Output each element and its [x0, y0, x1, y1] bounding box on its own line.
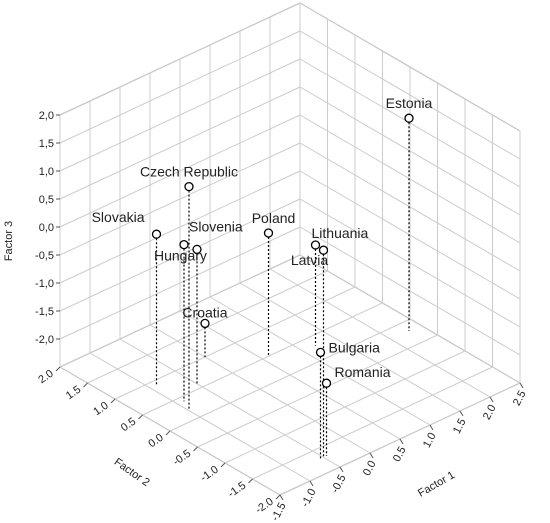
z-tick-label: -2,0 [35, 334, 54, 346]
y-tick-label: 1.5 [64, 384, 83, 403]
x-tick-label: 1.0 [421, 431, 439, 450]
z-tick-label: -1,5 [35, 306, 54, 318]
tick-mark [459, 410, 464, 417]
z-tick-label: -0,5 [35, 250, 54, 262]
tick-mark [309, 480, 314, 487]
tick-mark [369, 452, 374, 459]
grid-line [299, 142, 521, 272]
tick-mark [489, 396, 494, 403]
z-tick-label: 1,5 [39, 138, 54, 150]
point [321, 378, 332, 388]
tick-mark [110, 398, 116, 404]
grid-line [299, 30, 521, 160]
point-label: Lithuania [312, 225, 369, 241]
grid-line [59, 30, 301, 144]
grid-line [299, 58, 521, 188]
point-label: Romania [335, 364, 391, 380]
tick-mark [138, 414, 143, 420]
point-label: Poland [252, 210, 296, 226]
grid-line [299, 2, 521, 132]
x-tick-label: 2.0 [481, 403, 499, 422]
tick-mark [399, 438, 404, 445]
grid-line [299, 114, 521, 244]
y-tick-label: 0.0 [146, 432, 165, 451]
z-axis-title: Factor 3 [3, 221, 15, 261]
point-label: Slovenia [189, 218, 243, 234]
z-tick-label: 1,0 [39, 166, 54, 178]
grid-line [299, 170, 521, 300]
tick-mark [193, 446, 198, 452]
grid-line [299, 86, 521, 216]
point [179, 239, 189, 250]
z-tick-label: 0,0 [39, 222, 54, 234]
y-tick-label: 0.5 [119, 416, 138, 435]
point-label: Hungary [154, 248, 207, 264]
x-axis-title: Factor 1 [416, 469, 457, 500]
point [318, 245, 329, 255]
tick-mark [275, 494, 281, 500]
point-label: Slovakia [92, 209, 145, 225]
tick-mark [339, 466, 344, 473]
grid-line [59, 198, 301, 312]
y-tick-label: -0.5 [171, 448, 193, 469]
y-tick-label: 2.0 [36, 368, 55, 387]
point-label: Bulgaria [329, 339, 381, 355]
grid-line [59, 170, 301, 284]
point [200, 318, 210, 329]
point [151, 229, 162, 239]
point-label: Czech Republic [140, 164, 238, 180]
point [263, 228, 274, 238]
z-tick-label: -1,0 [35, 278, 54, 290]
x-tick-label: 2.5 [511, 389, 529, 408]
grid-line [169, 318, 411, 432]
point-label: Estonia [386, 95, 433, 111]
x-tick-label: 0.0 [361, 459, 379, 478]
z-tick-label: 0,5 [39, 194, 54, 206]
y-tick-label: -1.0 [198, 464, 220, 485]
y-axis-title: Factor 2 [112, 456, 152, 489]
point [192, 244, 202, 255]
x-tick-label: -1.0 [299, 487, 319, 509]
point-label: Croatia [182, 304, 227, 320]
grid-line [197, 334, 438, 448]
tick-mark [519, 382, 524, 389]
z-tick-label: 2,0 [39, 110, 54, 122]
tick-mark [279, 494, 284, 501]
grid-line [59, 58, 301, 172]
point [404, 113, 414, 123]
tick-mark [55, 366, 61, 372]
point [315, 347, 326, 358]
x-tick-label: 1.5 [451, 417, 469, 436]
point [310, 240, 321, 250]
grid-line [299, 226, 521, 356]
grid-line [299, 198, 521, 328]
grid-line [59, 226, 301, 340]
x-tick-label: 0.5 [391, 445, 409, 464]
grid-line [114, 286, 356, 400]
grid-line [142, 302, 383, 416]
grid-line [224, 350, 466, 464]
grid-line [59, 142, 301, 256]
tick-mark [429, 424, 434, 431]
tick-mark [83, 382, 88, 388]
tick-mark [165, 430, 171, 436]
point-label: Latvia [291, 252, 329, 268]
y-tick-label: 1.0 [91, 400, 110, 419]
grid-line [59, 86, 301, 200]
grid-line [59, 2, 301, 116]
grid-line [59, 254, 301, 368]
tick-mark [248, 478, 253, 484]
point [184, 181, 194, 192]
grid-line [252, 366, 493, 480]
x-tick-label: -0.5 [329, 473, 349, 495]
grid-line [59, 114, 301, 228]
tick-mark [220, 462, 226, 468]
y-tick-label: -1.5 [226, 480, 248, 501]
